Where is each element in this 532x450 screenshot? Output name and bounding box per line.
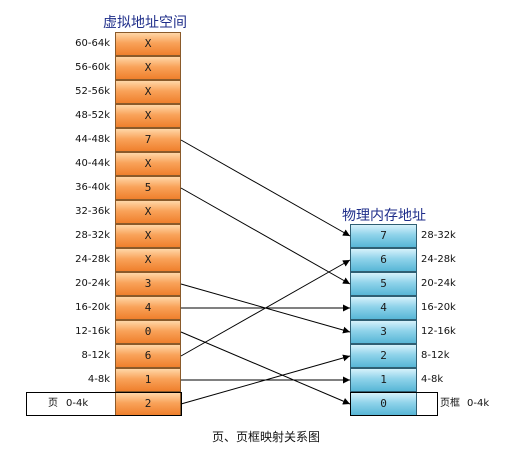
physical-frame-number: 6	[380, 253, 387, 266]
mapping-arrow	[180, 139, 351, 237]
physical-frame-cell: 5	[350, 272, 417, 296]
physical-frame-number: 2	[380, 349, 387, 362]
virtual-range-label: 44-48k	[75, 134, 110, 145]
virtual-page-cell: 5	[115, 176, 181, 200]
virtual-range-label: 12-16k	[75, 326, 110, 337]
virtual-page-frame-number: 6	[144, 349, 152, 362]
physical-frame-cell: 6	[350, 248, 417, 272]
physical-frame-cell: 4	[350, 296, 417, 320]
physical-frame-0-outline	[350, 392, 438, 416]
virtual-page-frame-number: X	[144, 253, 152, 266]
physical-memory-title: 物理内存地址	[342, 208, 426, 224]
virtual-page-cell: X	[115, 248, 181, 272]
virtual-page-frame-number: 2	[144, 397, 152, 410]
physical-range-label: 0-4k	[467, 398, 490, 409]
mapping-arrow	[180, 283, 351, 334]
virtual-range-label: 32-36k	[75, 206, 110, 217]
virtual-page-frame-number: 7	[144, 133, 152, 146]
physical-range-label: 12-16k	[421, 326, 456, 337]
physical-range-label: 20-24k	[421, 278, 456, 289]
virtual-page-cell: X	[115, 80, 181, 104]
virtual-page-cell: 6	[115, 344, 181, 368]
virtual-range-label: 28-32k	[75, 230, 110, 241]
physical-frame-cell: 7	[350, 224, 417, 248]
virtual-range-label: 4-8k	[87, 374, 110, 385]
physical-frame-number: 1	[380, 373, 387, 386]
virtual-range-label: 48-52k	[75, 110, 110, 121]
virtual-range-label: 16-20k	[75, 302, 110, 313]
virtual-range-label: 40-44k	[75, 158, 110, 169]
virtual-range-label: 52-56k	[75, 86, 110, 97]
mapping-arrow	[180, 354, 351, 405]
virtual-page-frame-number: X	[144, 61, 152, 74]
frame-label: 页框	[440, 398, 460, 409]
virtual-range-label: 0-4k	[66, 398, 89, 409]
virtual-range-label: 60-64k	[75, 38, 110, 49]
physical-range-label: 8-12k	[421, 350, 450, 361]
virtual-page-frame-number: X	[144, 157, 152, 170]
virtual-range-label: 24-28k	[75, 254, 110, 265]
physical-range-label: 24-28k	[421, 254, 456, 265]
virtual-page-cell: X	[115, 56, 181, 80]
virtual-page-cell: X	[115, 200, 181, 224]
mapping-arrow	[180, 187, 351, 285]
physical-frame-cell: 3	[350, 320, 417, 344]
physical-frame-number: 7	[380, 229, 387, 242]
virtual-page-frame-number: 1	[144, 373, 152, 386]
virtual-page-frame-number: X	[144, 85, 152, 98]
virtual-page-cell: 0	[115, 320, 181, 344]
virtual-range-label: 20-24k	[75, 278, 110, 289]
virtual-space-title: 虚拟地址空间	[103, 15, 187, 31]
virtual-page-cell: 1	[115, 368, 181, 392]
physical-frame-number: 5	[380, 277, 387, 290]
virtual-range-label: 36-40k	[75, 182, 110, 193]
virtual-page-frame-number: X	[144, 37, 152, 50]
diagram-caption: 页、页框映射关系图	[211, 430, 320, 444]
virtual-page-frame-number: 5	[144, 181, 152, 194]
virtual-range-label: 56-60k	[75, 62, 110, 73]
virtual-page-cell: X	[115, 152, 181, 176]
virtual-page-cell: X	[115, 32, 181, 56]
physical-range-label: 28-32k	[421, 230, 456, 241]
mapping-arrow	[180, 331, 351, 405]
page-label: 页	[48, 398, 58, 409]
physical-frame-number: 0	[380, 397, 387, 410]
virtual-page-cell: X	[115, 224, 181, 248]
virtual-page-cell: 3	[115, 272, 181, 296]
physical-frame-number: 3	[380, 325, 387, 338]
physical-range-label: 4-8k	[421, 374, 444, 385]
physical-frame-number: 4	[380, 301, 387, 314]
physical-frame-cell: 1	[350, 368, 417, 392]
physical-range-label: 16-20k	[421, 302, 456, 313]
mapping-arrow	[180, 259, 351, 357]
virtual-page-frame-number: X	[144, 205, 152, 218]
virtual-range-label: 8-12k	[81, 350, 111, 361]
virtual-page-frame-number: 3	[144, 277, 152, 290]
virtual-page-frame-number: X	[144, 229, 152, 242]
virtual-page-frame-number: 4	[144, 301, 152, 314]
virtual-page-cell: X	[115, 104, 181, 128]
virtual-page-cell: 7	[115, 128, 181, 152]
physical-frame-cell: 2	[350, 344, 417, 368]
virtual-page-cell: 4	[115, 296, 181, 320]
virtual-page-frame-number: 0	[144, 325, 152, 338]
virtual-page-frame-number: X	[144, 109, 152, 122]
